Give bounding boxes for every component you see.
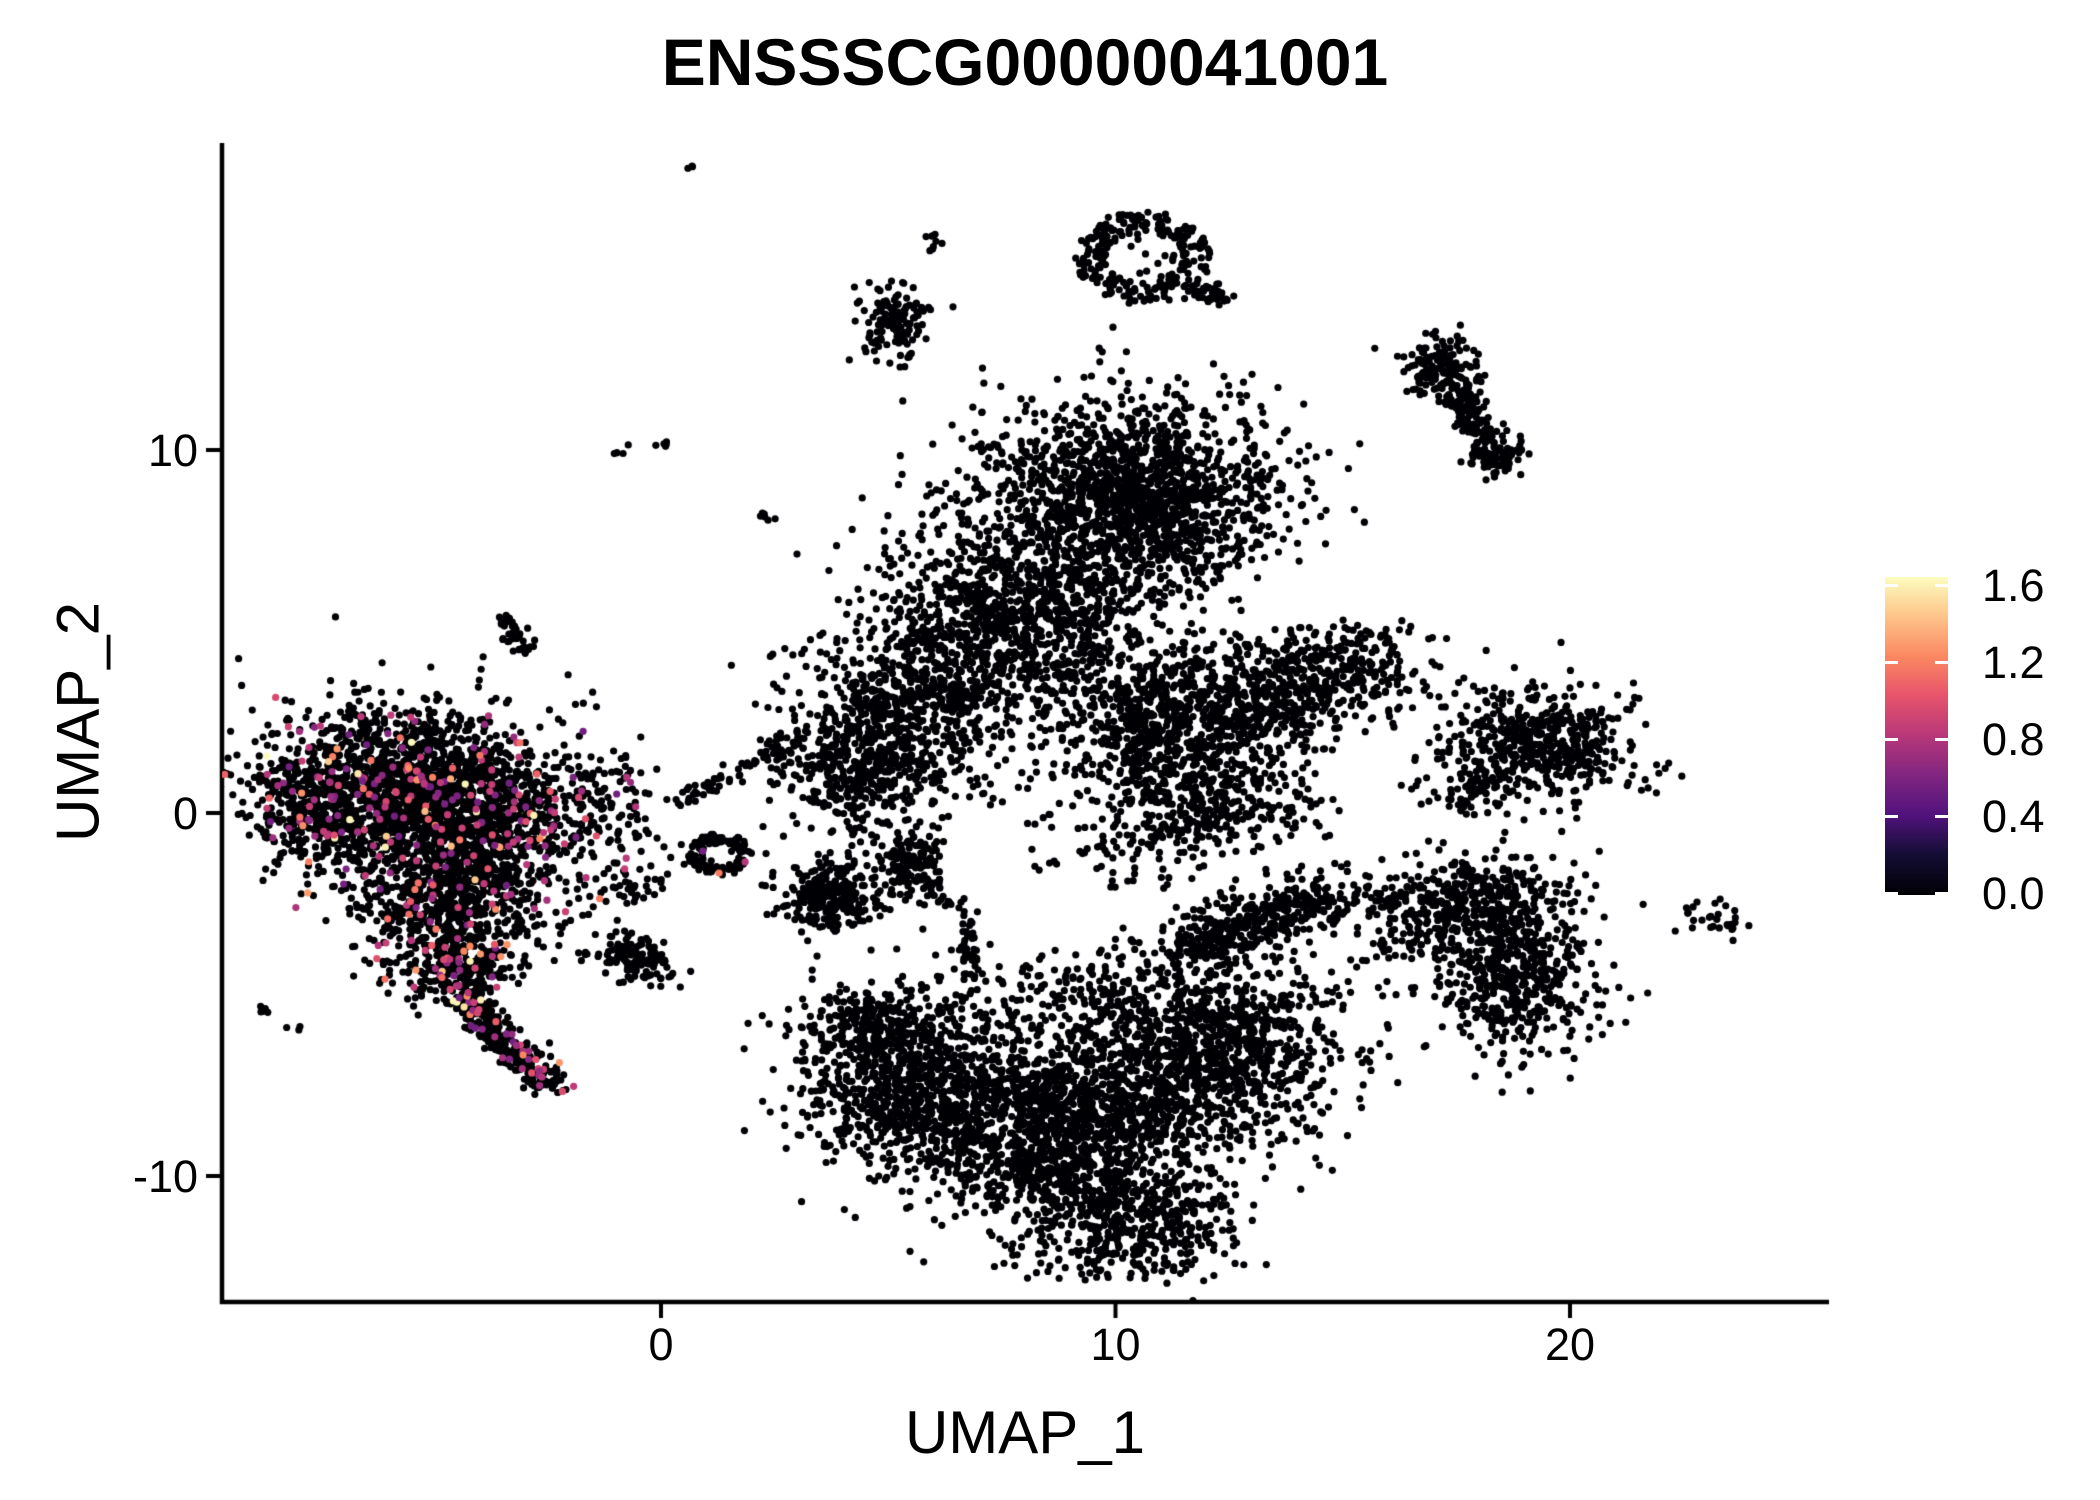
x-tick-label: 20: [1544, 1319, 1596, 1370]
y-tick-label: -10: [132, 1151, 198, 1202]
x-axis-title: UMAP_1: [904, 1399, 1146, 1466]
colorbar-tick-mark: [1885, 737, 1898, 741]
x-tick-label: 0: [648, 1319, 674, 1370]
colorbar-tick-mark: [1885, 814, 1898, 818]
colorbar-tick-label: 0.8: [1982, 714, 2045, 765]
colorbar-tick-mark: [1885, 891, 1898, 895]
colorbar-tick-label: 0.0: [1982, 868, 2045, 919]
plot-title: ENSSSCG00000041001: [661, 25, 1389, 99]
y-tick-label: 10: [147, 425, 198, 476]
colorbar-tick-mark: [1885, 583, 1898, 587]
colorbar-tick-mark: [1935, 583, 1948, 587]
y-tick-label: 0: [172, 788, 198, 839]
colorbar-tick-mark: [1935, 660, 1948, 664]
colorbar-tick-mark: [1935, 814, 1948, 818]
colorbar-tick-label: 0.4: [1982, 791, 2045, 842]
colorbar-tick-mark: [1935, 737, 1948, 741]
colorbar-gradient: [1885, 577, 1948, 895]
colorbar-tick-mark: [1935, 891, 1948, 895]
colorbar-tick-mark: [1885, 660, 1898, 664]
x-tick-label: 10: [1090, 1319, 1141, 1370]
colorbar-tick-label: 1.2: [1982, 637, 2045, 688]
colorbar-tick-label: 1.6: [1982, 560, 2045, 611]
